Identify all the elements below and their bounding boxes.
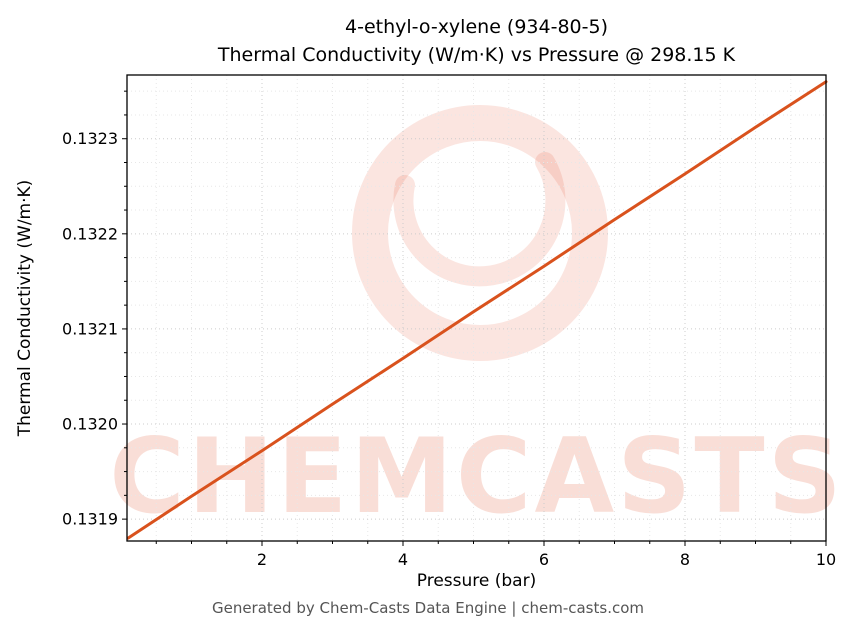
- x-tick-label: 10: [816, 550, 836, 569]
- x-tick-label: 2: [257, 550, 267, 569]
- chart-title-line1: 4-ethyl-o-xylene (934-80-5): [345, 16, 608, 38]
- chart-title-line2: Thermal Conductivity (W/m·K) vs Pressure…: [217, 44, 736, 66]
- y-tick-label: 0.1322: [62, 224, 118, 243]
- footer-caption: Generated by Chem-Casts Data Engine | ch…: [211, 599, 645, 617]
- gridlines: [127, 75, 827, 541]
- y-tick-label: 0.1323: [62, 129, 118, 148]
- x-tick-label: 6: [539, 550, 549, 569]
- axis-ticks: 2 4 6 8 10 0.1319 0.1320 0.1321 0.1322 0.1323: [62, 90, 836, 569]
- watermark-logo-swirl-icon: [393, 152, 566, 287]
- watermark: CHEMCASTS: [109, 105, 845, 537]
- plot-border: [126, 74, 827, 542]
- x-tick-label: 8: [680, 550, 690, 569]
- y-tick-label: 0.1321: [62, 319, 118, 338]
- x-tick-label: 4: [398, 550, 408, 569]
- x-axis-label: Pressure (bar): [416, 571, 537, 591]
- data-line: [126, 80, 828, 540]
- y-tick-label: 0.1320: [62, 415, 118, 434]
- watermark-text: CHEMCASTS: [109, 417, 845, 537]
- chart-title: 4-ethyl-o-xylene (934-80-5) Thermal Cond…: [127, 13, 826, 69]
- y-axis-label: Thermal Conductivity (W/m·K): [15, 179, 35, 437]
- y-tick-label: 0.1319: [62, 510, 118, 529]
- watermark-logo-icon: [352, 105, 608, 361]
